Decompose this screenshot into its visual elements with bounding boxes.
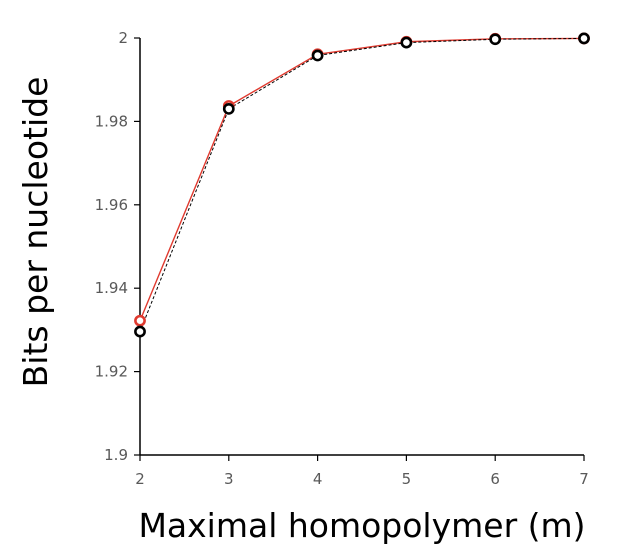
x-tick-label: 2 [135, 470, 145, 488]
series-line-2 [139, 37, 585, 332]
series-2-point [400, 36, 413, 49]
series-2-point [489, 33, 502, 46]
x-tick-label: 3 [224, 470, 234, 488]
series-2-point [311, 49, 324, 62]
x-axis-title: Maximal homopolymer (m) [138, 506, 585, 545]
x-tick-label: 7 [579, 470, 589, 488]
series-2-point [134, 325, 146, 338]
y-tick-label: 1.96 [95, 196, 128, 214]
y-tick-label: 1.9 [104, 446, 128, 464]
y-axis-title: Bits per nucleotide [16, 77, 55, 388]
series-line-1 [139, 37, 585, 321]
series-2-point [578, 32, 590, 45]
y-ticks: 1.9 1.92 1.94 1.96 1.98 2 [95, 29, 140, 464]
y-tick-label: 1.92 [95, 363, 128, 381]
y-tick-label: 1.98 [95, 112, 128, 130]
y-tick-label: 1.94 [95, 279, 128, 297]
x-tick-label: 4 [313, 470, 323, 488]
plot-area: 1.9 1.92 1.94 1.96 1.98 2 2 3 4 5 6 7 [95, 29, 590, 488]
y-tick-label: 2 [118, 29, 128, 47]
series-layer [134, 32, 590, 338]
series-1-point [134, 314, 146, 327]
series-2-point [222, 102, 235, 115]
x-tick-label: 5 [402, 470, 412, 488]
x-tick-label: 6 [490, 470, 500, 488]
x-ticks: 2 3 4 5 6 7 [135, 455, 589, 488]
